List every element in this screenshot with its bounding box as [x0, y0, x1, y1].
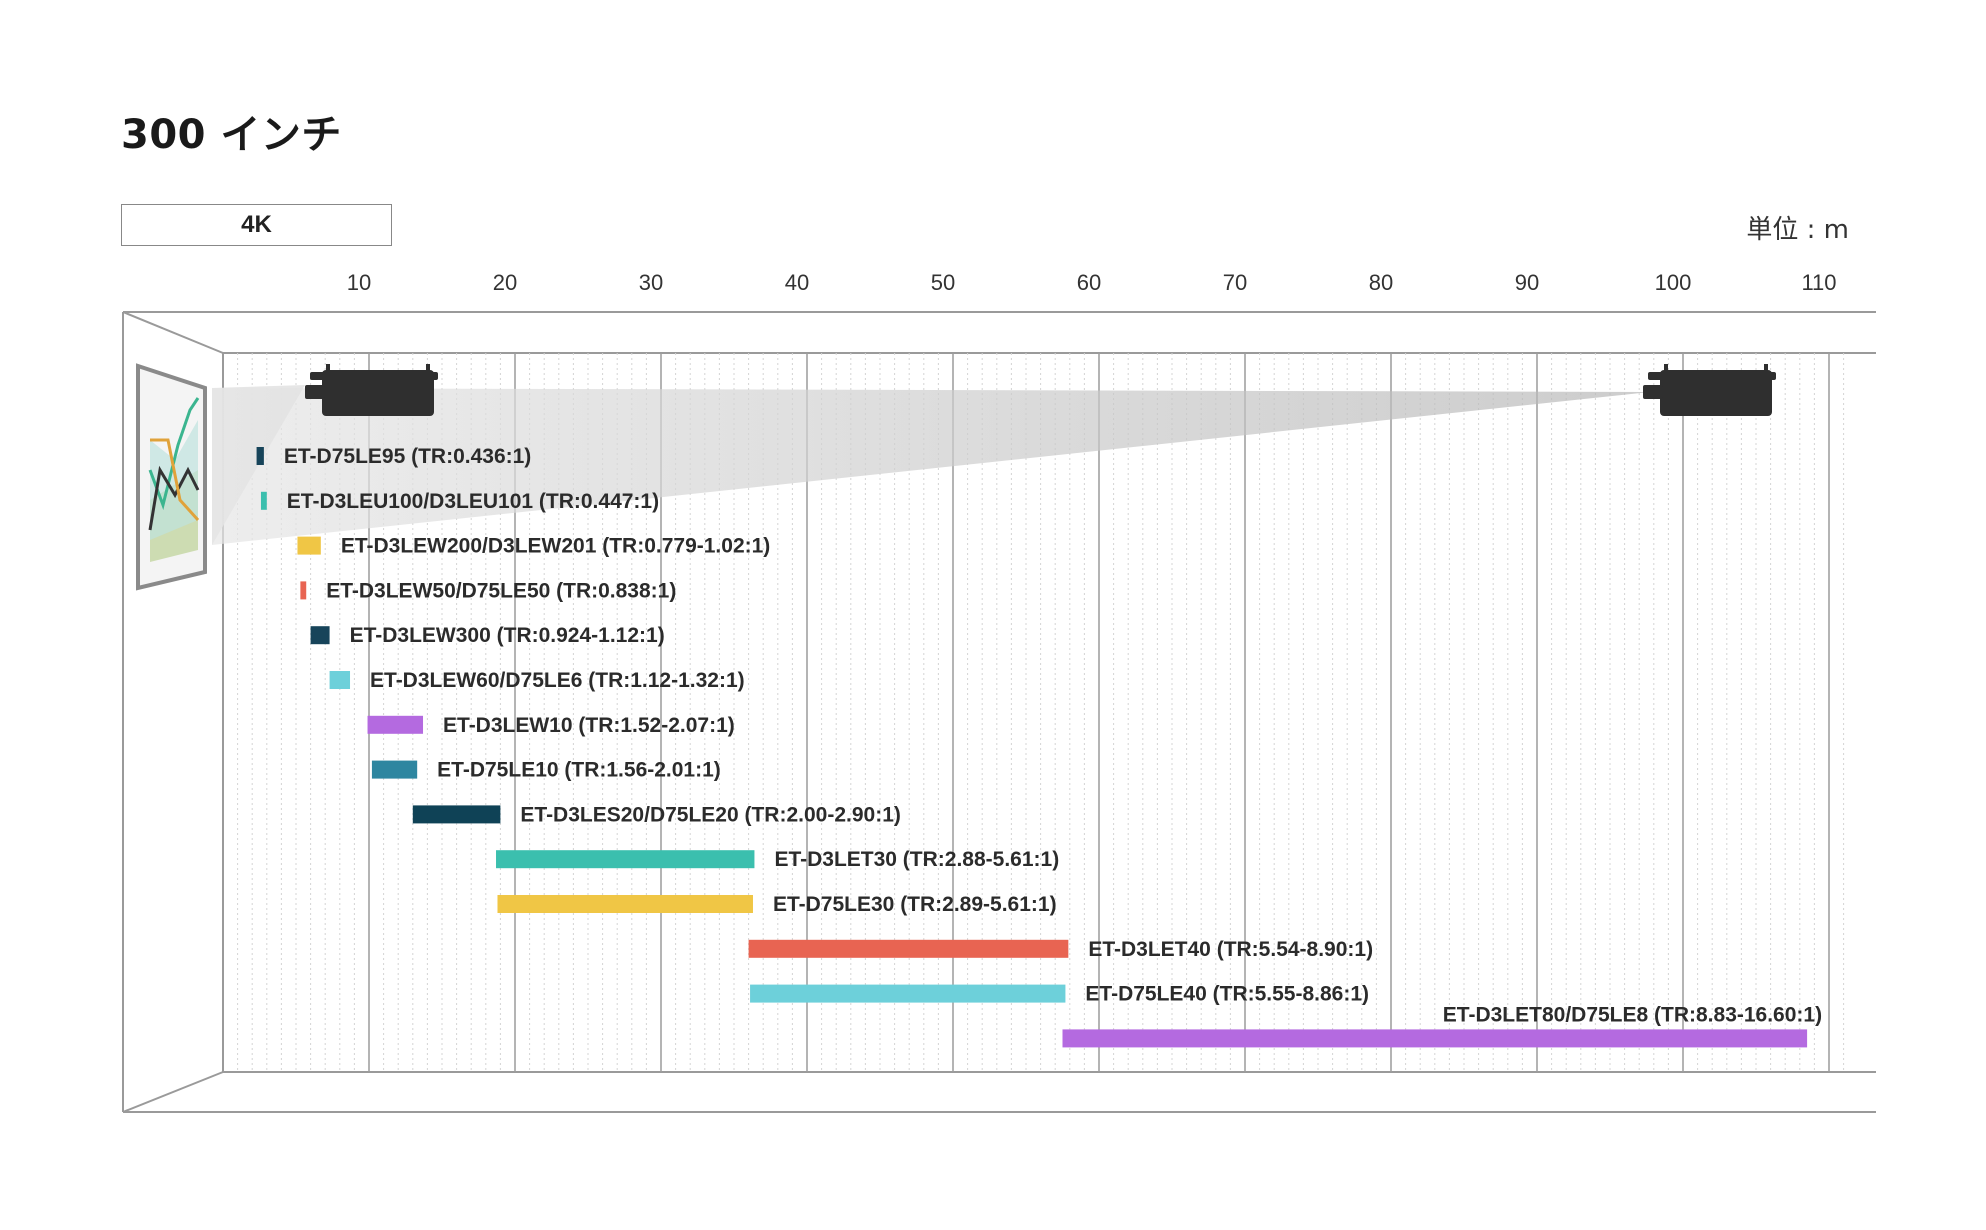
screen-illustration	[136, 363, 207, 591]
lens-range-label: ET-D3LET30 (TR:2.88-5.61:1)	[774, 848, 1059, 871]
x-tick-label: 40	[785, 270, 809, 295]
lens-range-bar	[497, 895, 753, 913]
lens-range-bar	[329, 671, 351, 689]
projector-icon-far	[1643, 364, 1776, 416]
lens-range-bar	[750, 984, 1066, 1003]
lens-range-bar	[300, 581, 307, 600]
lens-range-label: ET-D3LES20/D75LE20 (TR:2.00-2.90:1)	[520, 803, 900, 826]
x-tick-label: 110	[1801, 270, 1836, 295]
lens-range-bar	[1062, 1029, 1808, 1048]
x-tick-label: 90	[1515, 270, 1539, 295]
lens-range-bar	[412, 805, 501, 824]
lens-range-label: ET-D3LET80/D75LE8 (TR:8.83-16.60:1)	[1443, 1003, 1822, 1026]
lens-range-bar	[367, 715, 424, 734]
lens-range-label: ET-D75LE95 (TR:0.436:1)	[284, 445, 531, 468]
lens-range-bar	[297, 536, 321, 555]
x-tick-label: 10	[347, 270, 371, 295]
x-axis-ticks: 10 20 30 40 50 60 70 80 90 100 110	[347, 270, 1837, 295]
lens-range-bar	[310, 626, 330, 645]
lens-range-bar	[256, 447, 264, 465]
lens-range-label: ET-D3LEW10 (TR:1.52-2.07:1)	[443, 714, 735, 737]
x-tick-label: 80	[1369, 270, 1393, 295]
x-tick-label: 20	[493, 270, 517, 295]
lens-range-bar	[371, 760, 418, 779]
lens-range-bar	[260, 491, 267, 510]
projection-beam-far	[212, 388, 1650, 545]
resolution-tab-4k[interactable]: 4K	[121, 204, 392, 246]
x-tick-label: 30	[639, 270, 663, 295]
lens-range-label: ET-D3LEW50/D75LE50 (TR:0.838:1)	[326, 579, 676, 602]
lens-range-label: ET-D75LE10 (TR:1.56-2.01:1)	[437, 759, 721, 782]
lens-range-label: ET-D75LE40 (TR:5.55-8.86:1)	[1085, 983, 1369, 1006]
room-frame	[122, 311, 1876, 1113]
lens-range-label: ET-D3LEW60/D75LE6 (TR:1.12-1.32:1)	[370, 669, 745, 692]
page-title: 300 インチ	[121, 112, 342, 158]
lens-range-label: ET-D3LEW200/D3LEW201 (TR:0.779-1.02:1)	[341, 535, 770, 558]
x-tick-label: 100	[1655, 270, 1692, 295]
lens-range-bar	[748, 939, 1069, 958]
x-tick-label: 50	[931, 270, 955, 295]
lens-bars: ET-D75LE95 (TR:0.436:1) ET-D3LEU100/D3LEU…	[256, 445, 1822, 1048]
x-tick-label: 60	[1077, 270, 1101, 295]
lens-range-bar	[496, 850, 755, 869]
lens-range-label: ET-D3LET40 (TR:5.54-8.90:1)	[1088, 938, 1373, 961]
lens-range-label: ET-D3LEW300 (TR:0.924-1.12:1)	[350, 624, 665, 647]
lens-range-label: ET-D75LE30 (TR:2.89-5.61:1)	[773, 893, 1057, 916]
x-tick-label: 70	[1223, 270, 1247, 295]
unit-label: 単位 : m	[1746, 215, 1849, 245]
lens-range-label: ET-D3LEU100/D3LEU101 (TR:0.447:1)	[287, 490, 659, 513]
projector-icon-near	[305, 364, 438, 416]
